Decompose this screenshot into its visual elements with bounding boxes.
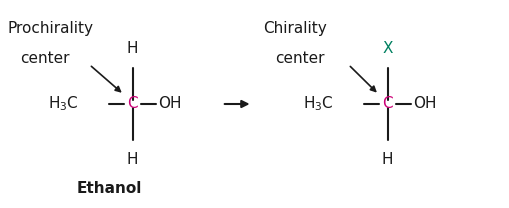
- Text: C: C: [127, 97, 137, 111]
- Text: Prochirality: Prochirality: [8, 21, 94, 36]
- Text: H: H: [381, 152, 392, 167]
- Text: OH: OH: [158, 97, 181, 111]
- Text: center: center: [20, 51, 70, 66]
- Text: center: center: [275, 51, 324, 66]
- Text: Chirality: Chirality: [262, 21, 326, 36]
- Text: H: H: [127, 41, 138, 56]
- Text: C: C: [382, 97, 392, 111]
- Text: $\mathrm{H_3C}$: $\mathrm{H_3C}$: [48, 95, 79, 113]
- Text: OH: OH: [412, 97, 436, 111]
- Text: Ethanol: Ethanol: [77, 181, 142, 196]
- Text: $\mathrm{H_3C}$: $\mathrm{H_3C}$: [303, 95, 333, 113]
- Text: X: X: [382, 41, 392, 56]
- Text: H: H: [127, 152, 138, 167]
